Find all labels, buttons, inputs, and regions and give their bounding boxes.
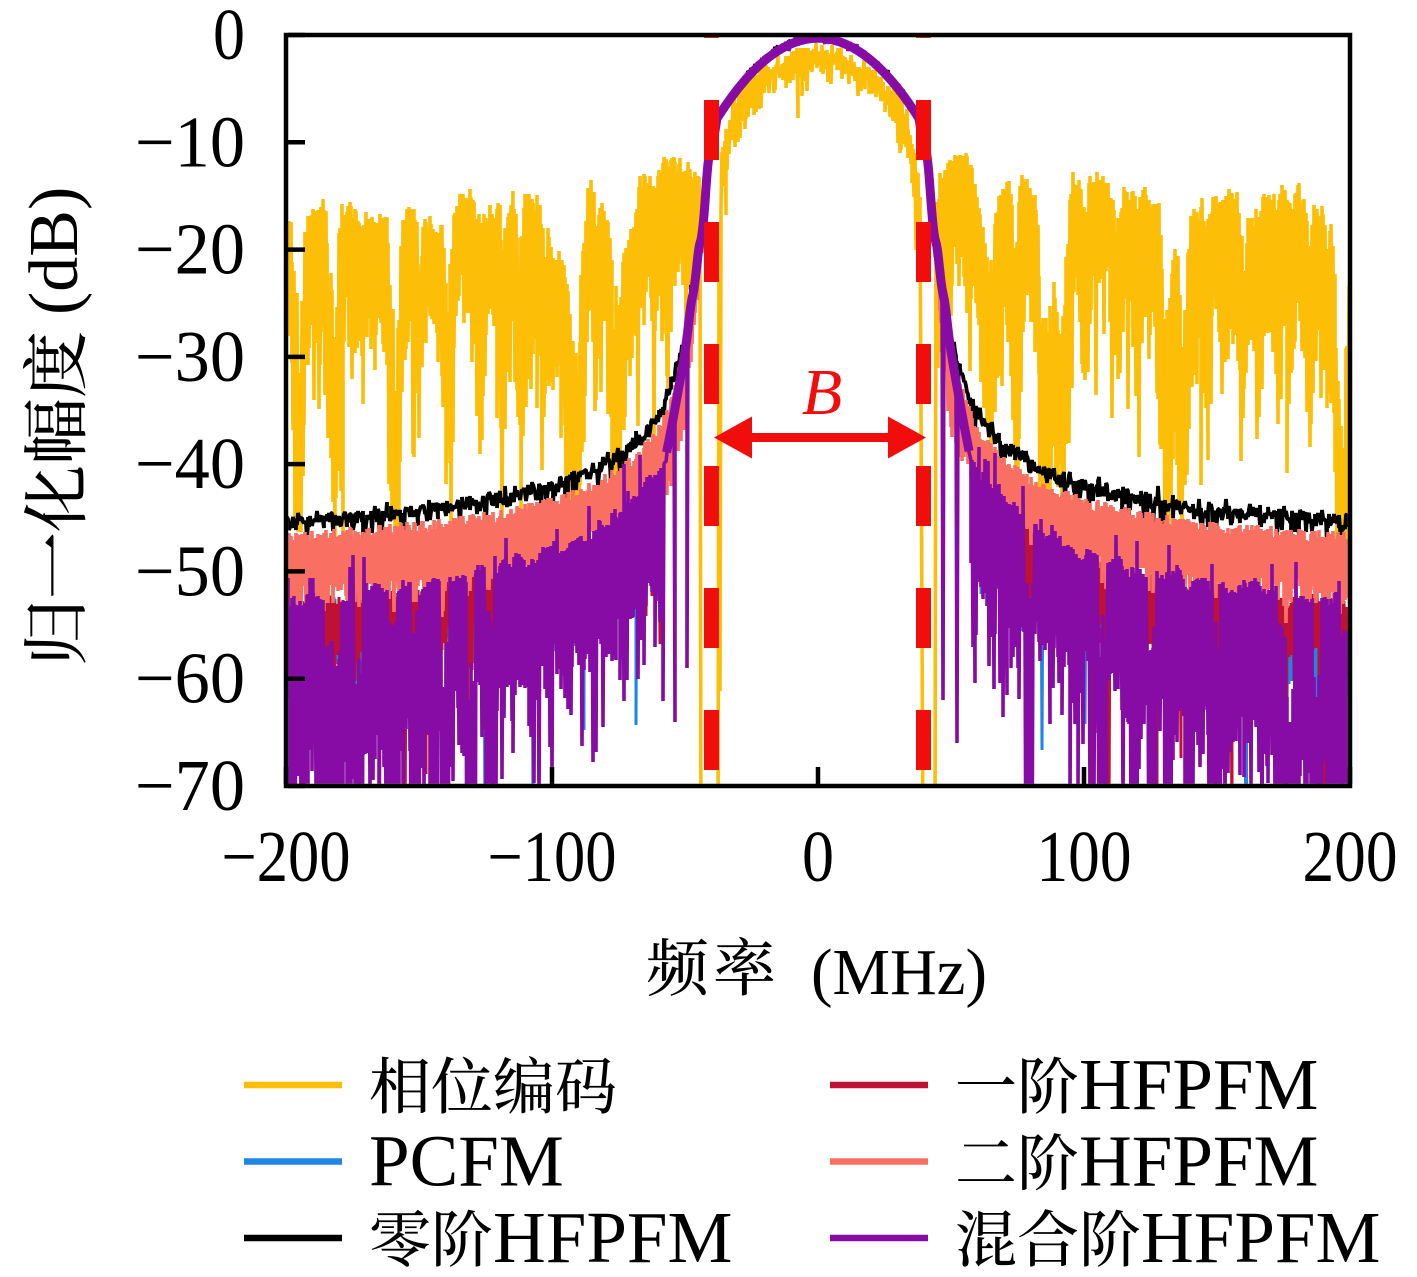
svg-text:HFPFM: HFPFM [493,1197,732,1277]
svg-text:100: 100 [1037,816,1132,897]
svg-text:−70: −70 [135,745,245,826]
svg-text:−20: −20 [135,209,245,290]
svg-text:−100: −100 [488,816,617,897]
svg-text:−60: −60 [135,638,245,719]
svg-text:B: B [802,356,842,429]
svg-text:0: 0 [213,0,245,75]
svg-text:HFPFM: HFPFM [1141,1197,1380,1277]
svg-text:−50: −50 [135,530,245,611]
svg-text:PCFM: PCFM [369,1121,564,1202]
svg-text:HFPFM: HFPFM [1079,1121,1318,1202]
svg-text:−40: −40 [135,423,245,504]
svg-text:−10: −10 [135,101,245,182]
svg-text:−30: −30 [135,316,245,397]
svg-text:HFPFM: HFPFM [1079,1044,1318,1125]
svg-text:(MHz): (MHz) [811,936,987,1009]
svg-text:200: 200 [1303,816,1398,897]
svg-text:−200: −200 [222,816,351,897]
svg-text:0: 0 [802,816,834,897]
svg-text:(dB): (dB) [16,187,93,315]
